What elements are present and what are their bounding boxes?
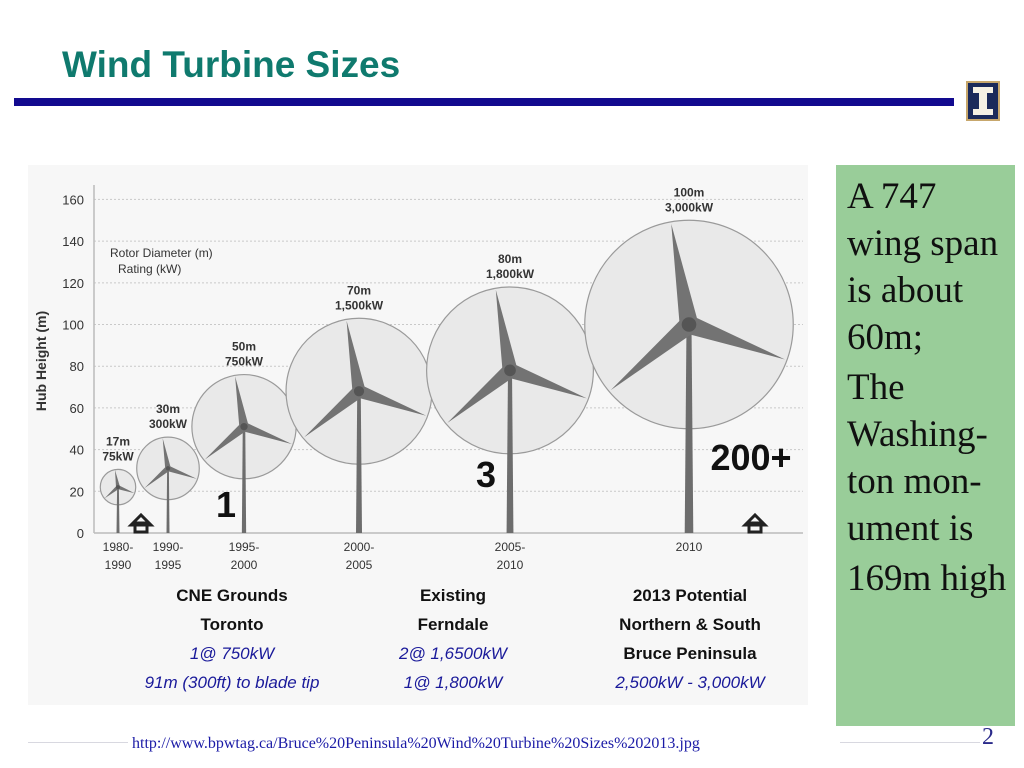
y-tick-label: 60 [70,401,84,416]
turbine-blade [507,363,587,399]
y-tick-label: 40 [70,443,84,458]
turbine-blade [610,317,696,391]
comparison-note-box: A 747 wing span is about 60m; The Washin… [836,165,1015,726]
turbine-blade [114,470,120,488]
group-caption-line: 1@ 750kW [190,644,276,663]
turbine-blade [242,422,292,445]
house-icon [127,512,155,527]
turbine-tower [506,370,514,533]
house-icon-body [133,521,149,534]
turbine-blade [685,315,785,360]
turbine-hub [116,485,120,490]
turbine-rating-label: 300kW [149,417,188,431]
x-category-label: 1980- [103,540,134,554]
x-category-label: 1990- [153,540,184,554]
turbine-diameter-label: 50m [232,340,256,354]
turbine-count-label: 200+ [710,437,791,478]
turbine-blade [144,466,170,489]
turbine-rating-label: 1,500kW [335,298,384,312]
x-category-label: 2000 [231,558,258,572]
turbine-hub [240,423,248,431]
x-category-label: 2010 [676,540,703,554]
title-underline [14,98,954,106]
page-title: Wind Turbine Sizes [62,44,401,85]
house-icon [741,512,769,527]
turbine-hub [504,364,516,377]
note-line-3: 169m high [847,558,1007,599]
turbine-blade [304,386,364,438]
house-icon-body [747,521,763,534]
turbine-diameter-label: 30m [156,402,180,416]
group-caption-line: 2@ 1,6500kW [398,644,509,663]
university-logo [966,81,1000,121]
turbine-rating-label: 1,800kW [486,267,535,281]
x-category-label: 1995 [155,558,182,572]
turbine-hub [165,466,171,471]
group-caption-line: Ferndale [418,615,489,634]
turbine-blade [346,320,366,393]
x-category-label: 2005 [346,558,373,572]
y-tick-label: 80 [70,359,84,374]
turbine-tower [116,487,120,533]
note-line-2: The Washing-ton mon-ument is [847,367,988,549]
turbine-rating-label: 75kW [102,449,134,463]
block-i-icon [973,87,993,115]
footer-divider-right [840,742,980,743]
turbine-blade [235,376,249,428]
turbine-rating-label: 750kW [225,355,264,369]
turbine-blade [167,465,197,479]
note-line-1: A 747 wing span is about 60m; [847,176,999,358]
turbine-size-chart: 0 20 40 60 80 100 120 140 160 Hub Height (m) Rotor… [28,165,808,705]
y-tick-label: 100 [62,318,84,333]
y-tick-label: 140 [62,234,84,249]
legend-rotor-diameter: Rotor Diameter (m) [110,246,213,260]
turbine-blade [204,423,248,460]
turbine-blade [356,385,427,416]
group-caption-line: 2,500kW - 3,000kW [614,673,766,692]
source-url[interactable]: http://www.bpwtag.ca/Bruce%20Peninsula%2… [132,735,700,752]
footer-divider-left [28,742,128,743]
group-caption-line: 150m (500ft) to blade tip [598,702,782,705]
turbine-blade [104,485,120,499]
turbine-diameter-label: 100m [674,185,705,199]
turbine-tower [356,391,362,533]
turbine-blade [162,438,171,469]
turbine-blade [447,364,515,423]
x-category-label: 2005- [495,540,526,554]
x-category-label: 1990 [105,558,132,572]
y-tick-label: 0 [77,526,84,541]
turbine-tower [241,426,247,533]
legend-rating: Rating (kW) [118,262,181,276]
group-caption-line: CNE Grounds [176,586,287,605]
turbine-tower [166,468,170,533]
group-caption-line: 91m (300ft) to blade tip [145,673,320,692]
x-category-label: 1995- [229,540,260,554]
group-caption-line: 2013 Potential [633,586,747,605]
y-tick-label: 20 [70,484,84,499]
turbine-diameter-label: 70m [347,283,371,297]
group-caption-line: Northern & South [619,615,761,634]
turbine-tower [684,324,694,533]
x-category-label: 2010 [497,558,524,572]
turbine-blade [495,289,518,372]
y-axis-title: Hub Height (m) [33,311,49,411]
turbine-diameter-label: 17m [106,434,130,448]
turbine-diameter-label: 80m [498,252,522,266]
group-caption-line: Toronto [201,615,264,634]
group-caption-line: Existing [420,586,486,605]
x-category-label: 2000- [344,540,375,554]
turbine-hub [353,386,365,397]
y-tick-label: 160 [62,192,84,207]
group-caption-line: 1@ 1,800kW [404,673,504,692]
turbine-rating-label: 3,000kW [665,200,714,214]
turbine-count-label: 3 [476,454,496,495]
turbine-count-label: 1 [216,484,236,525]
turbine-blade [117,485,135,494]
y-tick-label: 120 [62,276,84,291]
turbine-hub [681,317,697,332]
turbine-blade [671,223,699,327]
page-number: 2 [982,724,994,750]
group-caption-line: Bruce Peninsula [623,644,757,663]
